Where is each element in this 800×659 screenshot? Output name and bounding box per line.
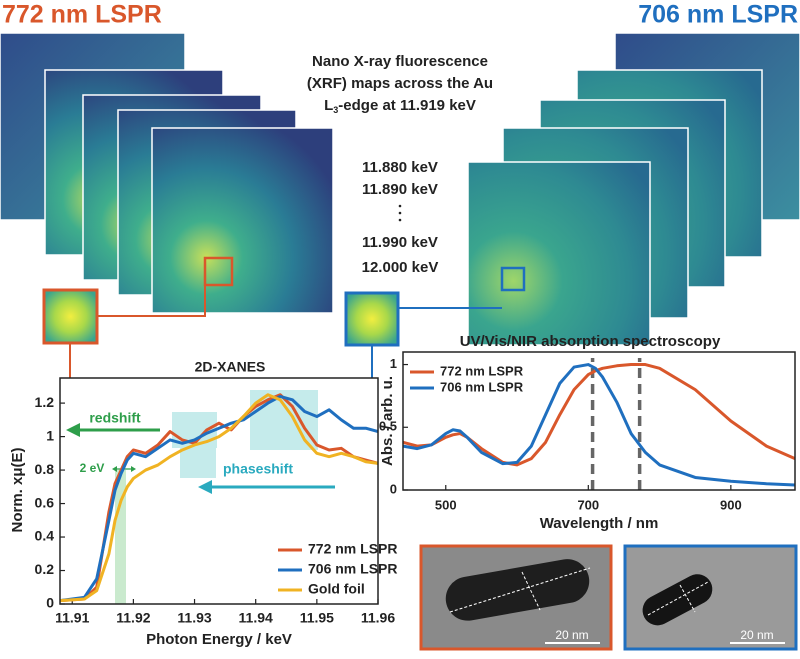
xrf-sub: 3 xyxy=(333,105,338,115)
x-tick-label: 11.96 xyxy=(361,610,395,626)
legend-label: 706 nm LSPR xyxy=(440,379,524,394)
y-tick-label: 1.2 xyxy=(35,394,55,410)
y-axis-label: Norm. xμ(E) xyxy=(9,447,26,532)
xrf-line: (XRF) maps across the Au xyxy=(307,75,493,92)
map-stack-left xyxy=(0,32,334,314)
plot-frame xyxy=(59,377,379,605)
x-axis-label: Wavelength / nm xyxy=(540,515,659,532)
legend-label: 772 nm LSPR xyxy=(440,363,524,378)
x-tick-label: 11.93 xyxy=(177,610,211,626)
plot-frame xyxy=(402,351,796,491)
legend-label: 772 nm LSPR xyxy=(308,541,397,557)
left-title: 772 nm LSPR xyxy=(2,1,162,29)
xanes-highlights xyxy=(115,390,318,604)
xrf-line: L3-edge at 11.919 keV xyxy=(324,97,476,115)
xrf-text: -edge at 11.919 keV xyxy=(338,97,476,114)
y-tick-label: 0.4 xyxy=(35,528,55,544)
chart-title: 2D-XANES xyxy=(195,359,266,375)
x-tick-label: 700 xyxy=(577,497,599,512)
insets xyxy=(42,285,502,378)
y-tick-label: 1 xyxy=(390,356,397,371)
tem-left xyxy=(419,544,613,651)
x-tick-label: 11.95 xyxy=(300,610,334,626)
series-line xyxy=(59,393,379,603)
y-tick-label: 0.8 xyxy=(35,461,55,477)
energy: 12.000 keV xyxy=(362,259,439,276)
y-tick-label: 0 xyxy=(390,481,397,496)
series-line xyxy=(59,393,379,603)
y-axis-label: Abs. / arb. u. xyxy=(379,376,396,466)
x-tick-label: 11.94 xyxy=(239,610,273,626)
right-title: 706 nm LSPR xyxy=(638,1,798,29)
energy: 11.890 keV xyxy=(362,181,438,198)
y-tick-label: 0.5 xyxy=(379,419,397,434)
annotation: phaseshift xyxy=(223,461,293,477)
annotation: redshift xyxy=(89,410,141,426)
y-tick-label: 0.2 xyxy=(35,561,55,577)
energy: 11.880 keV xyxy=(362,159,438,176)
map-stack-right xyxy=(467,32,800,346)
y-tick-label: 1 xyxy=(46,427,54,443)
ellipsis xyxy=(398,204,402,222)
x-tick-label: 500 xyxy=(435,497,457,512)
legend-label: Gold foil xyxy=(308,581,365,597)
x-tick-label: 900 xyxy=(720,497,742,512)
xrf-text: L xyxy=(324,97,333,114)
series-line xyxy=(402,363,796,467)
x-axis-label: Photon Energy / keV xyxy=(146,631,292,648)
y-tick-label: 0.6 xyxy=(35,494,55,510)
x-tick-label: 11.91 xyxy=(55,610,89,626)
scale-label: 20 nm xyxy=(555,628,588,642)
scale-label: 20 nm xyxy=(740,628,773,642)
series-line xyxy=(59,394,379,603)
energy: 11.990 keV xyxy=(362,234,438,251)
tem-right xyxy=(623,544,798,651)
y-tick-label: 0 xyxy=(46,595,54,611)
x-tick-label: 11.92 xyxy=(116,610,150,626)
chart-title: UV/Vis/NIR absorption spectroscopy xyxy=(460,333,721,350)
annotation: 2 eV xyxy=(80,461,105,475)
xrf-line: Nano X-ray fluorescence xyxy=(312,53,488,70)
series-line xyxy=(402,363,796,487)
legend-label: 706 nm LSPR xyxy=(308,561,397,577)
